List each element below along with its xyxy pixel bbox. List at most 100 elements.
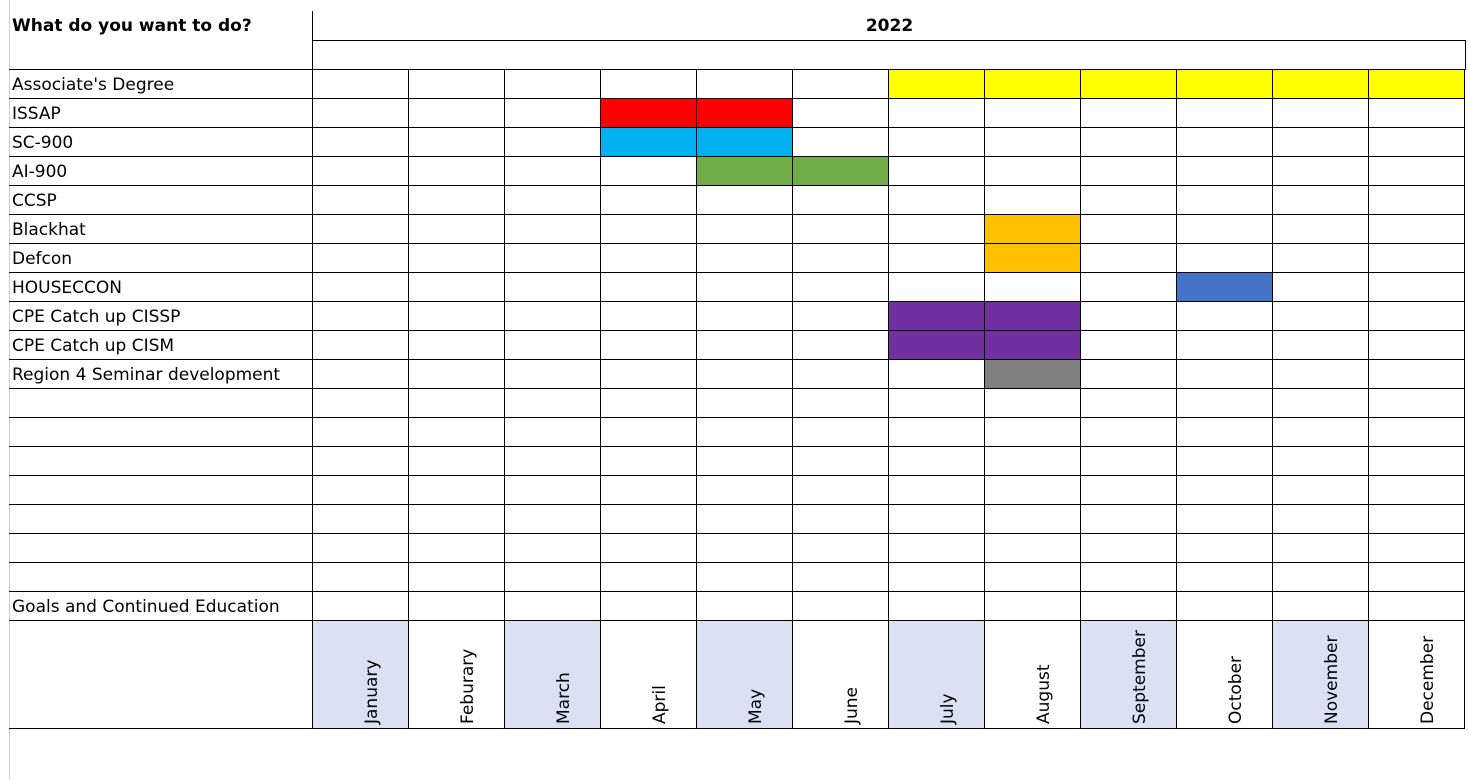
month-cell[interactable]	[409, 418, 505, 447]
month-cell[interactable]	[697, 447, 793, 476]
month-cell[interactable]	[793, 505, 889, 534]
month-cell[interactable]	[1177, 592, 1273, 621]
month-cell[interactable]	[409, 99, 505, 128]
month-cell[interactable]	[1177, 418, 1273, 447]
task-label-cell[interactable]: AI-900	[9, 157, 313, 186]
month-cell[interactable]	[889, 273, 985, 302]
month-cell[interactable]	[601, 302, 697, 331]
month-cell[interactable]	[1369, 476, 1465, 505]
month-cell[interactable]	[889, 215, 985, 244]
month-cell[interactable]	[409, 505, 505, 534]
month-cell[interactable]	[313, 128, 409, 157]
month-cell[interactable]	[313, 99, 409, 128]
month-cell[interactable]	[601, 360, 697, 389]
gantt-bar-cell[interactable]	[889, 70, 985, 99]
month-cell[interactable]	[1369, 157, 1465, 186]
month-cell[interactable]	[505, 331, 601, 360]
month-cell[interactable]	[985, 389, 1081, 418]
month-cell[interactable]	[409, 302, 505, 331]
month-cell[interactable]	[1273, 534, 1369, 563]
gantt-bar-cell[interactable]	[601, 99, 697, 128]
month-cell[interactable]	[1081, 215, 1177, 244]
month-cell[interactable]	[889, 563, 985, 592]
month-cell[interactable]	[793, 418, 889, 447]
month-header-october[interactable]: October	[1177, 621, 1273, 729]
month-cell[interactable]	[505, 244, 601, 273]
task-label-cell[interactable]: Blackhat	[9, 215, 313, 244]
month-cell[interactable]	[985, 128, 1081, 157]
month-cell[interactable]	[1273, 418, 1369, 447]
month-cell[interactable]	[697, 563, 793, 592]
month-cell[interactable]	[505, 505, 601, 534]
month-cell[interactable]	[409, 389, 505, 418]
month-cell[interactable]	[409, 186, 505, 215]
gantt-bar-cell[interactable]	[985, 70, 1081, 99]
month-cell[interactable]	[313, 592, 409, 621]
month-cell[interactable]	[1273, 476, 1369, 505]
month-cell[interactable]	[1273, 389, 1369, 418]
month-cell[interactable]	[889, 360, 985, 389]
month-cell[interactable]	[1081, 389, 1177, 418]
month-cell[interactable]	[985, 563, 1081, 592]
gantt-bar-cell[interactable]	[1177, 70, 1273, 99]
month-cell[interactable]	[889, 186, 985, 215]
month-cell[interactable]	[1273, 273, 1369, 302]
month-cell[interactable]	[313, 215, 409, 244]
month-cell[interactable]	[409, 331, 505, 360]
gantt-bar-cell[interactable]	[1081, 70, 1177, 99]
month-cell[interactable]	[1081, 273, 1177, 302]
month-cell[interactable]	[313, 157, 409, 186]
gantt-bar-cell[interactable]	[697, 157, 793, 186]
month-cell[interactable]	[313, 273, 409, 302]
month-cell[interactable]	[313, 418, 409, 447]
task-label-cell[interactable]: Goals and Continued Education	[9, 592, 313, 621]
month-cell[interactable]	[505, 70, 601, 99]
month-cell[interactable]	[889, 592, 985, 621]
month-cell[interactable]	[697, 331, 793, 360]
month-cell[interactable]	[985, 418, 1081, 447]
month-cell[interactable]	[793, 534, 889, 563]
month-cell[interactable]	[793, 186, 889, 215]
month-cell[interactable]	[313, 534, 409, 563]
month-cell[interactable]	[1177, 186, 1273, 215]
month-cell[interactable]	[1177, 360, 1273, 389]
month-cell[interactable]	[697, 534, 793, 563]
month-cell[interactable]	[1273, 215, 1369, 244]
month-cell[interactable]	[697, 302, 793, 331]
month-cell[interactable]	[889, 128, 985, 157]
month-cell[interactable]	[1177, 534, 1273, 563]
month-cell[interactable]	[793, 389, 889, 418]
gantt-bar-cell[interactable]	[985, 244, 1081, 273]
task-label-cell[interactable]	[9, 418, 313, 447]
month-cell[interactable]	[313, 70, 409, 99]
month-cell[interactable]	[505, 99, 601, 128]
month-cell[interactable]	[409, 563, 505, 592]
month-cell[interactable]	[1273, 505, 1369, 534]
month-cell[interactable]	[1273, 244, 1369, 273]
month-cell[interactable]	[985, 186, 1081, 215]
month-cell[interactable]	[313, 505, 409, 534]
month-cell[interactable]	[793, 360, 889, 389]
month-cell[interactable]	[1369, 505, 1465, 534]
task-label-cell[interactable]	[9, 447, 313, 476]
month-cell[interactable]	[889, 389, 985, 418]
month-cell[interactable]	[409, 215, 505, 244]
month-cell[interactable]	[601, 215, 697, 244]
month-cell[interactable]	[505, 389, 601, 418]
month-cell[interactable]	[1081, 476, 1177, 505]
gantt-bar-cell[interactable]	[985, 215, 1081, 244]
month-cell[interactable]	[601, 244, 697, 273]
task-label-cell[interactable]	[9, 476, 313, 505]
month-cell[interactable]	[889, 505, 985, 534]
month-cell[interactable]	[1369, 389, 1465, 418]
month-cell[interactable]	[889, 447, 985, 476]
month-cell[interactable]	[505, 128, 601, 157]
month-header-april[interactable]: April	[601, 621, 697, 729]
gantt-bar-cell[interactable]	[985, 360, 1081, 389]
month-cell[interactable]	[1081, 505, 1177, 534]
header-year-cell[interactable]: 2022	[865, 16, 914, 36]
month-cell[interactable]	[313, 302, 409, 331]
task-label-cell[interactable]: HOUSECCON	[9, 273, 313, 302]
month-cell[interactable]	[697, 476, 793, 505]
month-cell[interactable]	[409, 592, 505, 621]
